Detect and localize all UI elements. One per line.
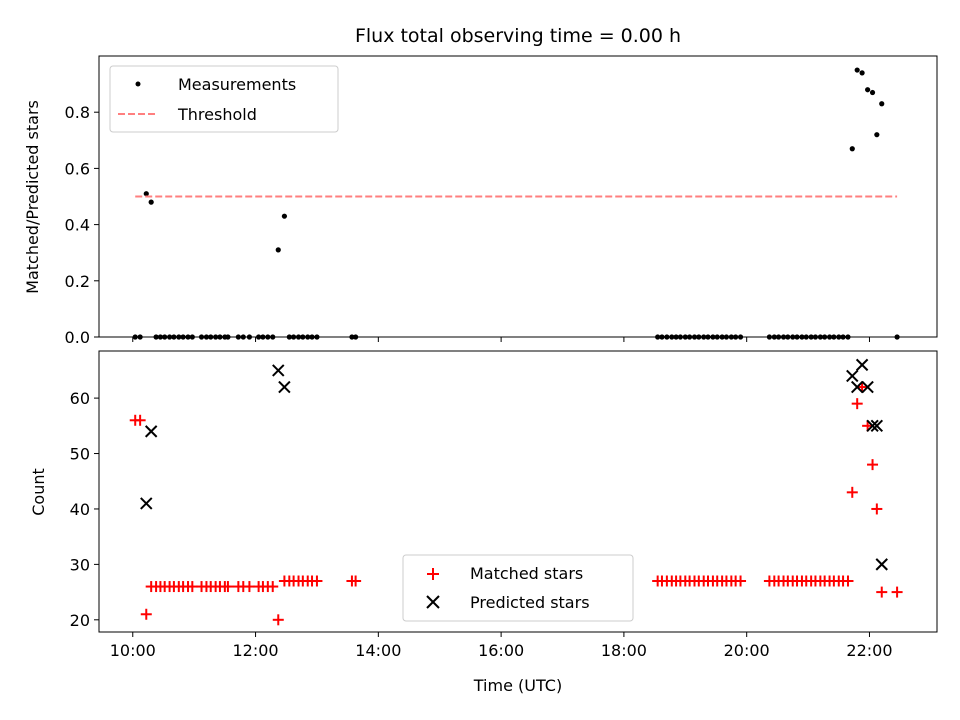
matched-stars-point [272, 614, 284, 626]
matched-stars-point [311, 575, 323, 587]
measurements-point [859, 70, 865, 76]
measurements-point [281, 213, 288, 219]
measurements-point [879, 101, 885, 107]
predicted-stars-point [140, 497, 153, 510]
matched-stars-point [735, 575, 747, 587]
predicted-stars-point [144, 425, 158, 438]
top-y-tick-label: 0.2 [65, 272, 90, 291]
predicted-stars-point [866, 419, 879, 433]
matched-stars-point [871, 503, 883, 515]
matched-stars-point [846, 486, 858, 498]
top-axes-frame [98, 55, 938, 338]
bottom-x-tick-label: 18:00 [601, 641, 647, 660]
bottom-y-tick-label: 40 [70, 500, 90, 519]
bottom-x-tick-label: 12:00 [232, 641, 278, 660]
measurements-point [275, 247, 281, 253]
predicted-stars-point [278, 380, 291, 394]
bottom-x-tick-label: 10:00 [110, 641, 156, 660]
legend-marker-matched-stars [427, 568, 439, 580]
predicted-stars-point [850, 380, 864, 394]
legend-marker-measurements [135, 81, 141, 87]
top-legend-box [109, 65, 339, 133]
bottom-legend-box [402, 554, 634, 622]
matched-stars-point [842, 575, 854, 587]
predicted-stars-point [861, 380, 874, 394]
bottom-y-tick-label: 60 [70, 389, 90, 408]
bottom-x-tick-label: 20:00 [724, 641, 770, 660]
measurements-point [849, 146, 855, 152]
matched-stars-point [134, 414, 146, 426]
bottom-y-tick-label: 20 [70, 611, 90, 630]
top-y-tick-label: 0.0 [65, 328, 90, 347]
bottom-x-ticks: 10:00 12:00 14:00 16:00 18:00 20:00 22:00 [110, 632, 893, 660]
top-y-tick-label: 0.8 [65, 103, 90, 122]
matched-stars-point [140, 608, 152, 620]
predicted-stars-point [870, 419, 884, 433]
matched-stars-point [186, 581, 198, 593]
bottom-x-tick-label: 22:00 [846, 641, 892, 660]
predicted-stars-point [855, 358, 869, 372]
top-y-axis-label: Matched/Predicted stars [23, 100, 42, 294]
measurements-point [854, 67, 860, 73]
predicted-stars-point [846, 369, 859, 383]
matched-stars-point [350, 575, 362, 587]
matched-stars-point [851, 398, 863, 410]
matched-stars-point [222, 581, 234, 593]
legend-label-predicted-stars: Predicted stars [470, 593, 590, 612]
legend-label-matched-stars: Matched stars [470, 564, 583, 583]
bottom-axes-frame [98, 350, 938, 633]
matched-stars-point [867, 459, 879, 471]
bottom-plot-area [129, 358, 903, 626]
top-y-tick-label: 0.4 [65, 216, 90, 235]
top-y-tick-label: 0.6 [65, 159, 90, 178]
matched-stars-point [243, 581, 255, 593]
measurements-point [865, 87, 871, 93]
bottom-y-ticks: 20 30 40 50 60 [70, 389, 99, 630]
top-y-ticks: 0.0 0.2 0.4 0.6 0.8 [65, 103, 99, 347]
measurements-point [874, 132, 880, 138]
measurements-point [143, 191, 149, 197]
top-legend: Measurements Threshold [109, 65, 339, 133]
top-panel: Flux total observing time = 0.00 h 0.00.… [23, 25, 938, 347]
bottom-y-axis-label: Count [29, 468, 48, 516]
matched-stars-point [267, 581, 279, 593]
predicted-stars-point [272, 364, 285, 377]
bottom-y-tick-label: 30 [70, 555, 90, 574]
legend-marker-predicted-stars [426, 595, 440, 609]
legend-label-threshold: Threshold [177, 105, 257, 124]
bottom-panel: 20 30 40 50 60 10:00 12:00 14:00 16:00 18:00 20:0… [29, 350, 938, 695]
predicted-stars-point [875, 558, 888, 571]
bottom-x-tick-label: 16:00 [478, 641, 524, 660]
bottom-x-axis-label: Time (UTC) [473, 676, 562, 695]
legend-label-measurements: Measurements [178, 75, 296, 94]
matched-stars-point [891, 586, 903, 598]
measurements-point [148, 199, 154, 205]
bottom-legend: Matched stars Predicted stars [402, 554, 634, 622]
bottom-x-tick-label: 14:00 [355, 641, 401, 660]
bottom-y-tick-label: 50 [70, 445, 90, 464]
top-chart-title: Flux total observing time = 0.00 h [355, 25, 681, 47]
measurements-point [869, 89, 876, 96]
matched-stars-point [876, 586, 888, 598]
